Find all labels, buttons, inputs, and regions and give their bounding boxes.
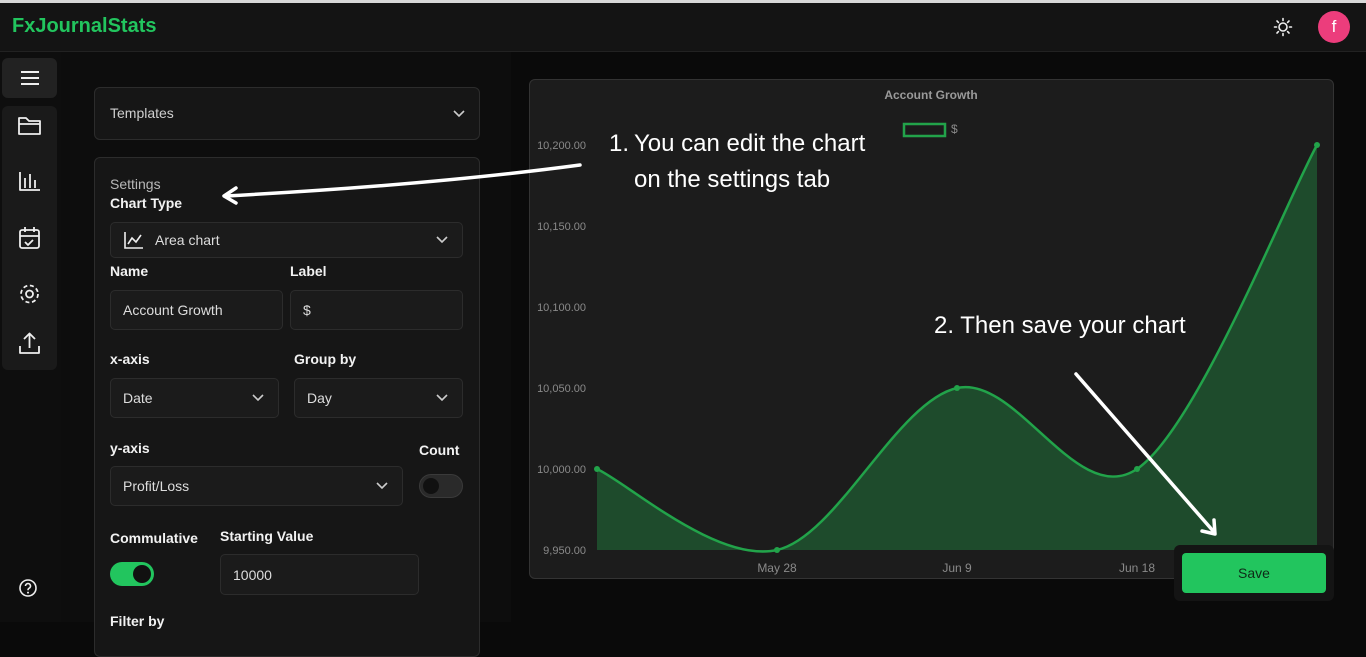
settings-title: Settings: [110, 176, 161, 192]
count-toggle[interactable]: [419, 474, 463, 498]
starting-value: 10000: [233, 566, 272, 583]
point: [774, 547, 780, 553]
nav-icons: [18, 117, 41, 354]
name-input[interactable]: Account Growth: [110, 290, 283, 330]
area-chart-icon: [124, 232, 143, 249]
toggle-knob: [133, 565, 151, 583]
annotation: 2. Then save your chart: [934, 312, 1186, 339]
line: [596, 144, 1319, 553]
templates-panel[interactable]: Templates: [94, 87, 480, 140]
group-by-select[interactable]: Day: [294, 378, 463, 418]
save-button[interactable]: Save: [1182, 553, 1326, 593]
x-tick-label: Jun 18: [1119, 561, 1155, 575]
y-tick-label: 10,100.00: [537, 302, 586, 314]
menu-button[interactable]: [2, 58, 57, 98]
point: [594, 466, 600, 472]
chevron: [376, 482, 388, 490]
chart-type-select[interactable]: Area chart: [110, 222, 463, 258]
chart-type-label: Chart Type: [110, 195, 183, 211]
group-by-label: Group by: [294, 351, 357, 367]
chevron: [252, 394, 264, 402]
starting-value-input[interactable]: 10000: [220, 554, 419, 595]
menu-icon: [21, 71, 39, 85]
label-label: Label: [290, 263, 327, 279]
legend-swatch: [902, 122, 947, 138]
point: [954, 385, 960, 391]
calendar-icon[interactable]: [19, 227, 40, 249]
chart-type-value: Area chart: [155, 232, 220, 248]
annotation-number: 1.: [609, 130, 630, 157]
y-tick-label: 9,950.00: [543, 545, 586, 557]
annotation-line: You can edit the chart: [634, 130, 866, 157]
count-label: Count: [419, 442, 460, 458]
chart: Account Growth 9,950.00 10,000.00 10,050.00…: [537, 88, 1320, 575]
folder-icon[interactable]: [18, 117, 41, 135]
label-input[interactable]: $: [290, 290, 463, 330]
y-axis-select[interactable]: Profit/Loss: [110, 466, 403, 506]
upload-icon[interactable]: [19, 332, 40, 354]
cumulative-toggle[interactable]: [110, 562, 154, 586]
y-tick-label: 10,200.00: [537, 140, 586, 152]
x-axis-label: x-axis: [110, 351, 150, 367]
chevron: [436, 394, 448, 402]
header: FxJournalStats f: [0, 0, 1366, 52]
label-value: $: [303, 302, 311, 318]
x-axis-select[interactable]: Date: [110, 378, 279, 418]
y-axis-label: y-axis: [110, 440, 150, 456]
brand[interactable]: FxJournalStats: [12, 15, 157, 37]
x-axis-value: Date: [123, 390, 153, 406]
area: [597, 145, 1317, 552]
chart-icon[interactable]: [19, 172, 40, 191]
theme-toggle[interactable]: [1273, 17, 1293, 37]
templates-title: Templates: [110, 105, 174, 121]
chart-title: Account Growth: [884, 88, 977, 102]
y-tick-label: 10,050.00: [537, 383, 586, 395]
y-axis-value: Profit/Loss: [123, 478, 190, 494]
settings-icon[interactable]: [20, 284, 39, 304]
cumulative-label: Commulative: [110, 530, 198, 546]
chevron: [436, 236, 448, 244]
y-tick-label: 10,150.00: [537, 221, 586, 233]
sidebar: [0, 52, 61, 622]
group-by-value: Day: [307, 390, 332, 406]
y-tick-label: 10,000.00: [537, 464, 586, 476]
help-icon[interactable]: [18, 578, 38, 598]
x-tick-label: May 28: [757, 561, 797, 575]
starting-value-label: Starting Value: [220, 528, 314, 544]
x-tick-label: Jun 9: [942, 561, 972, 575]
nav-group: [2, 106, 57, 370]
annotation-line: on the settings tab: [634, 166, 831, 193]
avatar[interactable]: f: [1318, 11, 1350, 43]
toggle-knob: [423, 478, 439, 494]
filter-label: Filter by: [110, 613, 165, 629]
name-label: Name: [110, 263, 149, 279]
name-value: Account Growth: [123, 302, 223, 318]
chevron: [453, 109, 465, 117]
point: [1134, 466, 1140, 472]
legend-label: $: [951, 122, 958, 136]
point: [1314, 142, 1320, 148]
